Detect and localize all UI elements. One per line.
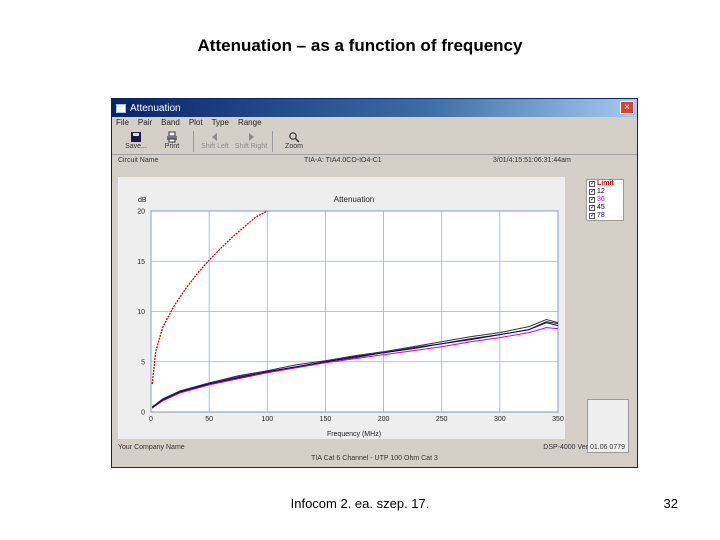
series-line-78 — [151, 322, 559, 409]
y-tick-label: 15 — [137, 259, 145, 266]
legend-item-36[interactable]: ✓ 36 — [587, 196, 623, 204]
legend-label: Limit — [597, 180, 614, 187]
legend-label: 12 — [597, 188, 605, 195]
shift-left-button[interactable]: Shift Left — [197, 129, 233, 154]
menu-plot[interactable]: Plot — [188, 118, 203, 127]
app-icon — [116, 103, 126, 113]
test-standard: TIA-A: TIA4.0CO-IO4-C1 — [304, 157, 382, 164]
window-title: Attenuation — [130, 102, 181, 114]
toolbar-separator — [193, 131, 194, 152]
y-tick-label: 0 — [141, 410, 145, 417]
slide-footer: Infocom 2. ea. szep. 17. — [290, 496, 430, 511]
page-number: 32 — [663, 496, 678, 511]
legend-label: 36 — [597, 196, 605, 203]
right-panel: ✓ Limit ✓ 12 ✓ 36 ✓ 45 ✓ 78 — [570, 177, 634, 453]
arrow-left-icon — [212, 133, 217, 141]
menu-bar: File Pair Band Plot Type Range — [112, 117, 637, 129]
x-tick-label: 100 — [261, 416, 273, 423]
legend-item-45[interactable]: ✓ 45 — [587, 204, 623, 212]
test-date: 3/01/4:15:51:06:31:44am — [493, 157, 571, 164]
x-tick-label: 0 — [149, 416, 153, 423]
shift-right-label: Shift Right — [234, 143, 268, 150]
checkbox-icon[interactable]: ✓ — [589, 197, 596, 203]
legend-label: 78 — [597, 212, 605, 219]
save-label: Save... — [125, 143, 147, 150]
menu-band[interactable]: Band — [161, 118, 180, 127]
series-line-limit — [151, 210, 268, 384]
menu-type[interactable]: Type — [211, 118, 229, 127]
attenuation-window: Attenuation × File Pair Band Plot Type R… — [111, 98, 638, 468]
printer-icon — [167, 131, 177, 143]
y-tick-label: 10 — [137, 309, 145, 316]
legend-item-12[interactable]: ✓ 12 — [587, 188, 623, 196]
checkbox-icon[interactable]: ✓ — [589, 213, 596, 219]
print-label: Print — [164, 143, 180, 150]
checkbox-icon[interactable]: ✓ — [589, 205, 596, 211]
menu-file[interactable]: File — [116, 118, 129, 127]
x-tick-label: 200 — [378, 416, 390, 423]
shift-right-button[interactable]: Shift Right — [233, 129, 269, 154]
checkbox-icon[interactable]: ✓ — [589, 181, 596, 187]
x-tick-label: 350 — [552, 416, 564, 423]
window-titlebar[interactable]: Attenuation × — [112, 99, 637, 117]
circuit-name: Circuit Name — [118, 157, 159, 164]
toolbar: Save... Print Shift Left Shift Right Zoo… — [112, 129, 637, 155]
close-button[interactable]: × — [620, 101, 634, 114]
company-name: Your Company Name — [118, 444, 185, 451]
legend-label: 45 — [597, 204, 605, 211]
device-version: DSP-4000 Ver 01.06 0779 — [543, 444, 625, 451]
series-line-36 — [151, 327, 559, 409]
menu-pair[interactable]: Pair — [137, 118, 153, 127]
x-tick-label: 150 — [320, 416, 332, 423]
detail-panel — [587, 399, 629, 453]
y-tick-label: 5 — [141, 359, 145, 366]
chart-title: Attenuation — [334, 195, 374, 204]
legend-item-limit[interactable]: ✓ Limit — [587, 180, 623, 188]
x-tick-label: 300 — [494, 416, 506, 423]
slide-title: Attenuation – as a function of frequency — [197, 36, 523, 55]
zoom-button[interactable]: Zoom — [276, 129, 312, 154]
save-button[interactable]: Save... — [118, 129, 154, 154]
shift-left-label: Shift Left — [201, 143, 229, 150]
magnifier-icon — [289, 132, 300, 143]
series-line-45 — [151, 318, 559, 408]
legend: ✓ Limit ✓ 12 ✓ 36 ✓ 45 ✓ 78 — [586, 179, 624, 221]
checkbox-icon[interactable]: ✓ — [589, 189, 596, 195]
x-axis-label: Frequency (MHz) — [327, 431, 381, 438]
menu-range[interactable]: Range — [237, 118, 262, 127]
save-icon — [131, 132, 141, 142]
info-bar: Circuit Name TIA-A: TIA4.0CO-IO4-C1 3/01… — [112, 155, 637, 167]
arrow-right-icon — [249, 133, 254, 141]
status-bar: Your Company Name DSP-4000 Ver 01.06 077… — [118, 444, 633, 454]
y-axis-label: dB — [138, 197, 147, 204]
y-tick-label: 20 — [137, 209, 145, 216]
chart-grid — [150, 210, 559, 413]
toolbar-separator — [272, 131, 273, 152]
cable-type: TIA Cat 6 Channel - UTP 100 Ohm Cat 3 — [311, 455, 438, 462]
x-tick-label: 250 — [436, 416, 448, 423]
attenuation-chart: 0 50 100 150 200 250 300 350 0 5 10 15 20 Attenuatio… — [118, 177, 565, 439]
x-tick-label: 50 — [205, 416, 213, 423]
zoom-label: Zoom — [285, 143, 303, 150]
legend-item-78[interactable]: ✓ 78 — [587, 212, 623, 220]
print-button[interactable]: Print — [154, 129, 190, 154]
